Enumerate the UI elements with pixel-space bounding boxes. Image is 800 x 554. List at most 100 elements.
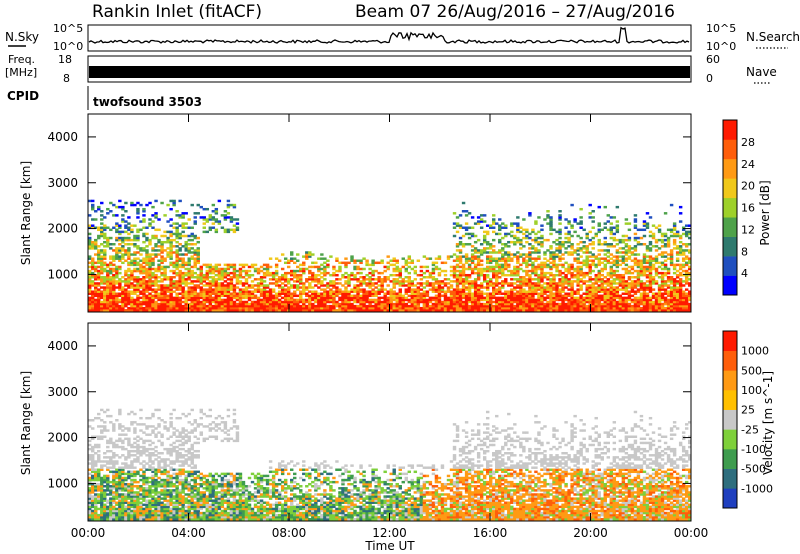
echo-cell <box>157 238 161 242</box>
echo-cell <box>609 253 614 256</box>
echo-cell <box>175 259 179 262</box>
echo-cell <box>250 292 255 295</box>
echo-cell <box>440 309 445 312</box>
echo-cell <box>431 298 436 302</box>
echo-cell <box>648 261 653 265</box>
echo-cell <box>449 306 454 310</box>
echo-cell <box>425 257 430 260</box>
echo-cell <box>229 218 234 221</box>
echo-cell <box>455 249 460 252</box>
echo-cell <box>672 300 677 304</box>
echo-cell <box>223 284 228 287</box>
echo-cell <box>507 304 511 308</box>
echo-cell <box>296 280 300 283</box>
echo-cell <box>286 296 291 300</box>
echo-cell <box>151 271 155 275</box>
echo-cell <box>546 259 550 262</box>
echo-cell <box>449 286 454 289</box>
echo-cell <box>672 271 677 275</box>
echo-cell <box>317 278 321 281</box>
echo-cell <box>184 306 188 310</box>
echo-cell <box>211 288 216 291</box>
echo-cell <box>88 419 92 422</box>
echo-cell <box>154 267 158 271</box>
echo-cell <box>675 292 680 295</box>
echo-cell <box>91 261 95 265</box>
echo-cell <box>175 222 179 225</box>
echo-cell <box>154 309 158 312</box>
echo-cell <box>476 273 481 277</box>
echo-cell <box>519 306 523 310</box>
echo-cell <box>190 273 194 277</box>
echo-cell <box>335 309 339 312</box>
echo-cell <box>564 280 568 283</box>
echo-cell <box>103 216 107 219</box>
echo-cell <box>603 249 607 252</box>
echo-cell <box>226 306 231 310</box>
echo-cell <box>277 286 282 289</box>
echo-cell <box>516 292 520 295</box>
echo-cell <box>127 247 131 250</box>
echo-cell <box>522 269 526 273</box>
echo-cell <box>615 278 620 281</box>
echo-cell <box>654 302 659 306</box>
echo-cell <box>413 302 418 306</box>
echo-cell <box>461 300 466 304</box>
echo-cell <box>136 230 140 234</box>
echo-cell <box>374 302 378 306</box>
echo-cell <box>103 300 107 304</box>
echo-cell <box>250 290 255 293</box>
echo-cell <box>495 284 499 287</box>
echo-cell <box>609 276 614 279</box>
echo-cell <box>184 304 188 308</box>
echo-cell <box>181 259 185 262</box>
echo-cell <box>564 240 568 244</box>
echo-cell <box>482 247 487 250</box>
echo-cell <box>564 236 568 240</box>
echo-cell <box>311 292 315 295</box>
echo-cell <box>166 286 170 289</box>
echo-cell <box>136 251 140 254</box>
echo-cell <box>501 309 505 312</box>
echo-cell <box>461 292 466 295</box>
echo-cell <box>455 265 460 269</box>
echo-cell <box>684 298 689 302</box>
echo-cell <box>169 253 173 256</box>
echo-cell <box>492 294 496 298</box>
echo-cell <box>103 232 107 236</box>
echo-cell <box>97 474 101 478</box>
echo-cell <box>356 300 360 304</box>
echo-cell <box>428 296 433 300</box>
echo-cell <box>148 282 152 285</box>
echo-cell <box>443 309 448 312</box>
echo-cell <box>413 300 418 304</box>
echo-cell <box>368 280 372 283</box>
echo-cell <box>163 271 167 275</box>
echo-cell <box>178 302 182 306</box>
echo-cell <box>178 263 182 267</box>
echo-cell <box>687 261 692 265</box>
echo-cell <box>669 251 674 254</box>
echo-cell <box>130 269 134 273</box>
echo-cell <box>217 309 222 312</box>
echo-cell <box>428 282 433 285</box>
echo-cell <box>645 247 650 250</box>
echo-cell <box>633 236 638 240</box>
echo-cell <box>341 261 345 265</box>
echo-cell <box>401 306 405 310</box>
echo-cell <box>609 216 614 219</box>
echo-cell <box>305 257 309 260</box>
echo-cell <box>609 230 614 234</box>
echo-cell <box>639 228 644 232</box>
echo-cell <box>498 304 502 308</box>
echo-cell <box>531 271 535 275</box>
echo-cell <box>103 288 107 291</box>
echo-cell <box>591 253 595 256</box>
echo-cell <box>389 292 393 295</box>
echo-cell <box>91 309 95 312</box>
echo-cell <box>615 259 620 262</box>
echo-cell <box>374 309 378 312</box>
echo-cell <box>621 306 626 310</box>
echo-cell <box>151 247 155 250</box>
